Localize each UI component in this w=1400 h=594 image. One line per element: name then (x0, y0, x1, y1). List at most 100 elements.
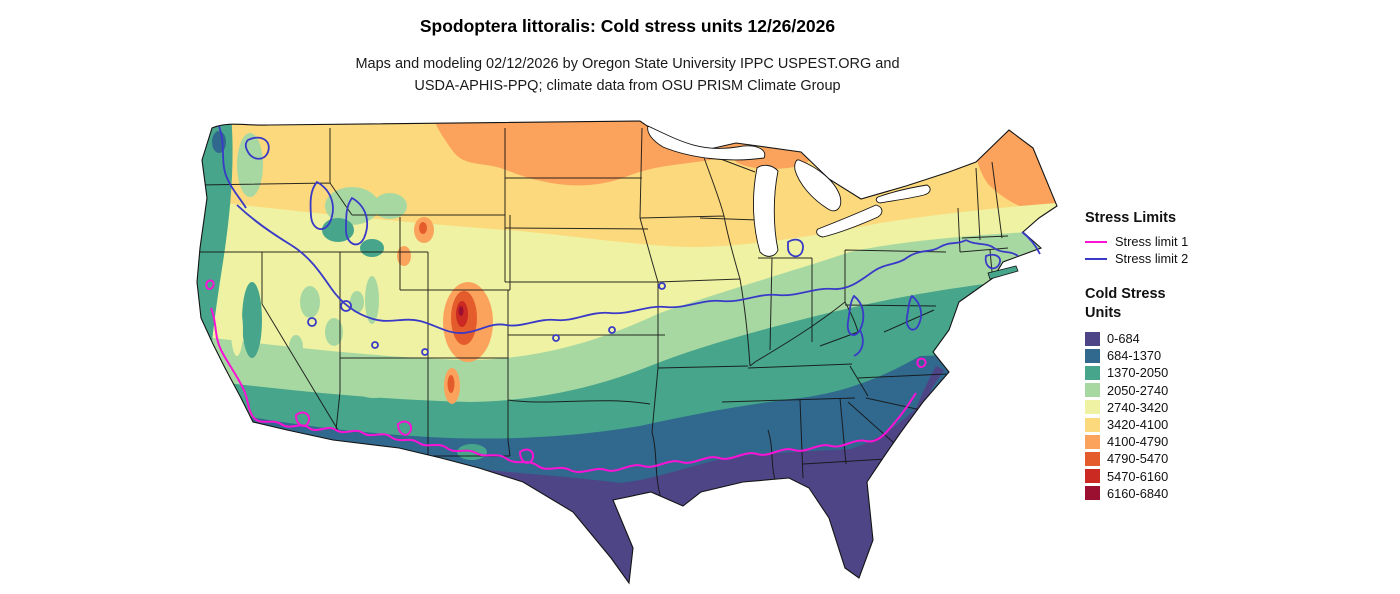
great-basin-green-1 (300, 286, 320, 318)
stress-limit-2-main (236, 204, 967, 334)
stress-limit-1-speck-norcal (205, 279, 215, 291)
legend-swatch (1085, 417, 1100, 432)
legend-swatch (1085, 400, 1100, 415)
header: Spodoptera littoralis: Cold stress units… (0, 16, 1255, 97)
legend-label: 4790-5470 (1107, 451, 1169, 467)
great-basin-green-4 (350, 291, 364, 313)
stress-limit-2-lines (218, 125, 1041, 357)
legend-label: 5470-6160 (1107, 468, 1169, 484)
legend-swatch (1085, 434, 1100, 449)
stress-limit-1-main (210, 307, 917, 473)
stress-limit-2-loop-chesapeake (905, 294, 923, 331)
stress-limit-rows: Stress limit 1 Stress limit 2 (1085, 233, 1295, 267)
stress-limit-2-loop-michigan (787, 238, 804, 258)
stress-limit-2-speck-5 (658, 282, 666, 290)
legend-item: 6160-6840 (1085, 485, 1295, 502)
rockies-darkred (458, 306, 464, 316)
montana-teal (360, 239, 384, 257)
legend-item: 2050-2740 (1085, 382, 1295, 399)
cascades-green (237, 133, 263, 197)
central-valley-pale (231, 304, 243, 356)
stress-limit-line-swatch (1085, 257, 1107, 260)
stress-limit-2-speck-2 (421, 348, 429, 356)
long-island (987, 265, 1019, 280)
legend-label: 3420-4100 (1107, 417, 1169, 433)
legend-label: 4100-4790 (1107, 434, 1169, 450)
sangre-vermilion (447, 375, 455, 393)
stress-limit-2-maine-coast (1021, 231, 1041, 255)
legend-item: 4100-4790 (1085, 433, 1295, 450)
great-lakes (647, 125, 931, 257)
stress-limit-1-lines (205, 279, 927, 473)
stress-limit-2-loop-idaho-2 (345, 196, 368, 246)
wasatch-green (365, 276, 379, 324)
stress-limit-1-loop-texas (518, 448, 534, 464)
stress-limit-2-appalachia-tail (853, 329, 864, 357)
cold-stress-raster (197, 121, 1057, 583)
stress-limit-2-speck-3 (552, 334, 560, 342)
stress-limits-title: Stress Limits (1085, 210, 1177, 226)
legend-label: 1370-2050 (1107, 365, 1169, 381)
stress-limit-2-loop-puget (244, 136, 270, 160)
legend-swatch (1085, 469, 1100, 484)
stress-limit-2-loop-new-england (984, 253, 1001, 270)
legend-item: 5470-6160 (1085, 468, 1295, 485)
legend-item: 1370-2050 (1085, 364, 1295, 381)
state-borders (197, 127, 1009, 499)
stress-limit-1-speck-norfolk (916, 357, 927, 369)
lake-ontario (875, 184, 931, 204)
legend: Stress Limits Stress limit 1 Stress limit… (1085, 210, 1295, 502)
stress-limit-item: Stress limit 1 (1085, 233, 1295, 250)
stress-limit-2-speck-6 (307, 317, 317, 327)
legend-label: 6160-6840 (1107, 485, 1169, 501)
legend-swatch (1085, 365, 1100, 380)
idaho-teal (322, 218, 354, 242)
bighorn-vermilion (419, 222, 427, 234)
map-subtitle-line1: Maps and modeling 02/12/2026 by Oregon S… (355, 56, 900, 72)
stress-limit-label: Stress limit 1 (1115, 234, 1189, 249)
legend-swatch (1085, 331, 1100, 346)
legend-item: 3420-4100 (1085, 416, 1295, 433)
mogollon-green (356, 382, 392, 398)
legend-label: 0-684 (1107, 331, 1140, 347)
legend-item: 0-684 (1085, 330, 1295, 347)
map-title: Spodoptera littoralis: Cold stress units… (419, 16, 836, 36)
great-basin-green-2 (325, 318, 343, 346)
montana-green (373, 193, 407, 219)
lake-superior (647, 125, 766, 161)
legend-label: 684-1370 (1107, 348, 1162, 364)
stress-limit-1-loop-arizona (294, 411, 310, 427)
puget-blue (212, 131, 226, 153)
map-subtitle-line2: USDA-APHIS-PPQ; climate data from OSU PR… (414, 78, 841, 94)
stress-limit-2-speck-7 (340, 300, 352, 312)
legend-swatch (1085, 383, 1100, 398)
cold-stress-title: Cold Stress Units (1085, 286, 1166, 321)
stress-limit-2-loop-idaho-1 (309, 180, 334, 230)
us-map (196, 120, 1058, 585)
stress-limit-label: Stress limit 2 (1115, 251, 1189, 266)
cold-stress-legend: Cold Stress Units 0-684 684-1370 1370-2050… (1085, 285, 1295, 502)
stress-limit-2-washington (218, 125, 247, 209)
legend-swatch (1085, 451, 1100, 466)
lake-huron (794, 159, 842, 212)
stress-limit-2-loop-appalachia (846, 294, 865, 336)
legend-swatch (1085, 348, 1100, 363)
stress-limit-2-speck-4 (608, 326, 616, 334)
stress-limits-legend: Stress Limits Stress limit 1 Stress limit… (1085, 210, 1295, 267)
legend-label: 2050-2740 (1107, 382, 1169, 398)
stress-limit-item: Stress limit 2 (1085, 250, 1295, 267)
lake-michigan (752, 164, 779, 257)
great-basin-green-3 (289, 335, 303, 359)
legend-label: 2740-3420 (1107, 399, 1169, 415)
cold-stress-rows: 0-684 684-1370 1370-2050 2050-2740 2740-3420… (1085, 330, 1295, 502)
sierra-teal (242, 282, 262, 358)
windriver-orange (397, 246, 411, 266)
legend-item: 2740-3420 (1085, 399, 1295, 416)
stress-limit-line-swatch (1085, 240, 1107, 243)
stress-limit-2-speck-1 (371, 341, 379, 349)
legend-item: 684-1370 (1085, 347, 1295, 364)
delmarva-teal (937, 320, 945, 342)
stress-limit-2-new-england (965, 239, 1019, 257)
stress-limit-1-loop-newmexico (396, 420, 412, 436)
